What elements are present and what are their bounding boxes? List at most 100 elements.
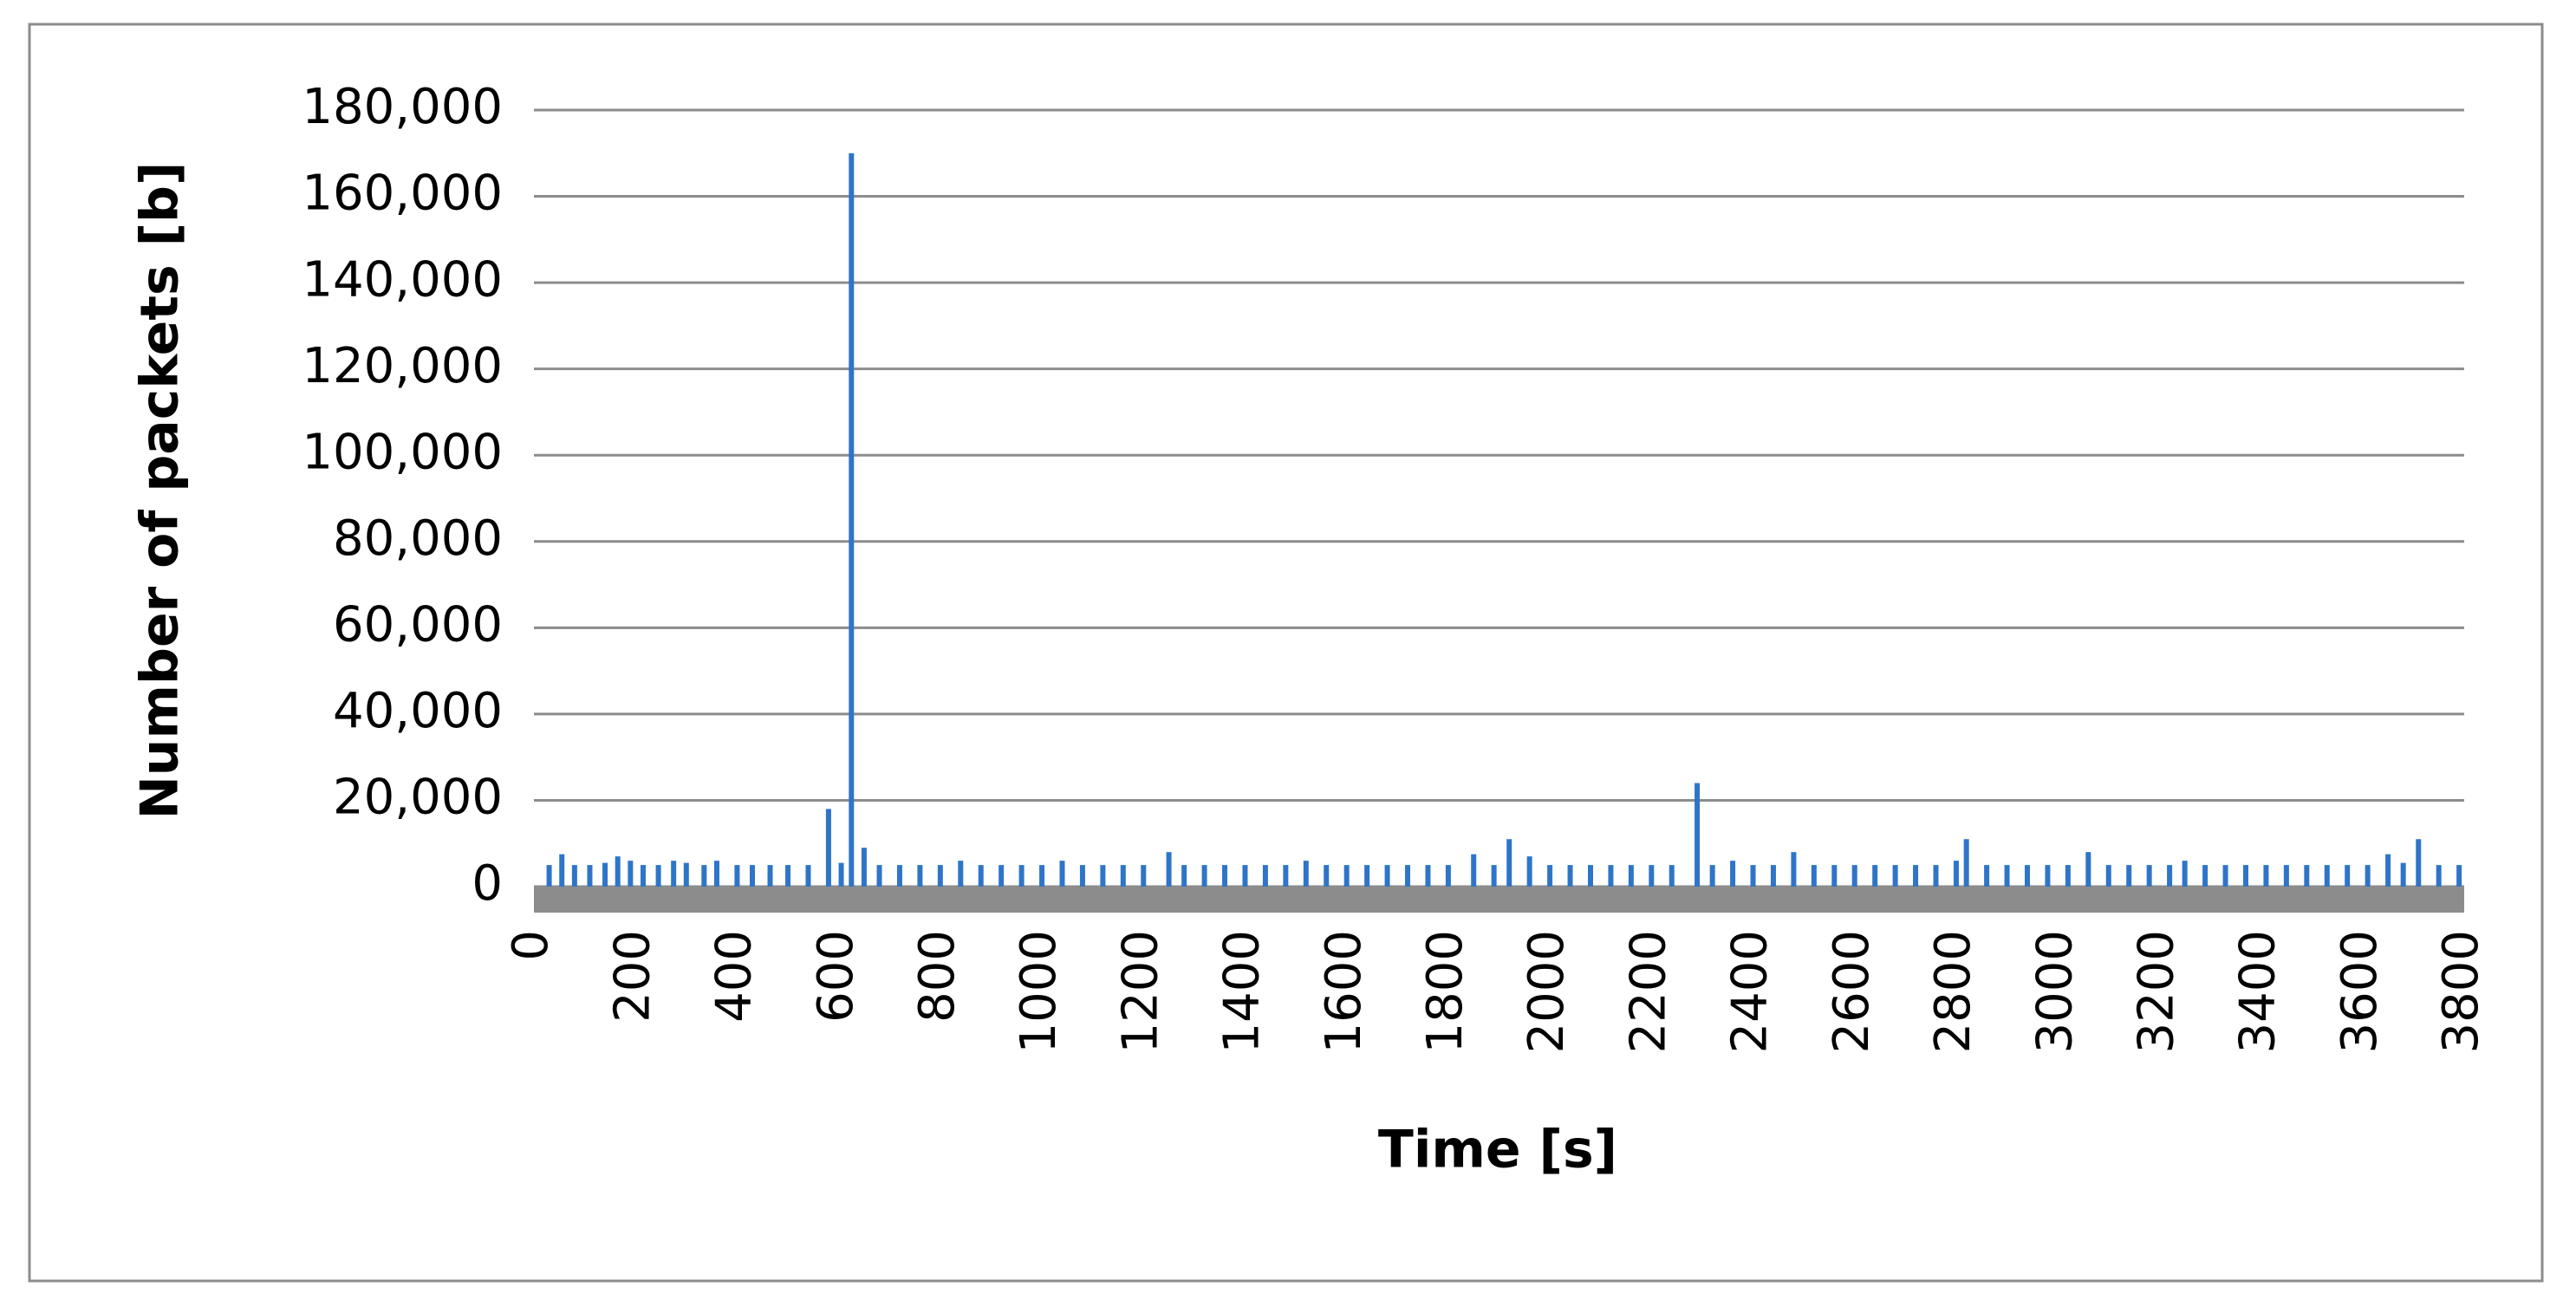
bar <box>1608 865 1614 887</box>
x-tick-label: 1400 <box>1214 930 1271 1054</box>
bar <box>602 862 608 887</box>
bar <box>2283 865 2289 887</box>
x-tick-label: 1200 <box>1112 930 1168 1054</box>
bar <box>1262 865 1268 887</box>
y-axis-title: Number of packets [b] <box>130 162 191 820</box>
x-tick-label: 2200 <box>1620 930 1676 1054</box>
bar <box>2345 865 2351 887</box>
bar <box>641 865 647 887</box>
bar <box>767 865 773 887</box>
bar <box>1425 865 1431 887</box>
y-tick-label: 80,000 <box>333 510 503 567</box>
bar <box>2167 865 2173 887</box>
bar <box>628 861 634 887</box>
bar <box>1750 865 1756 887</box>
bar <box>2365 865 2371 887</box>
bar <box>1343 865 1350 887</box>
bar <box>876 865 882 887</box>
bar <box>825 809 831 887</box>
bar <box>978 865 984 887</box>
bar <box>1851 865 1857 887</box>
bar <box>1242 865 1248 887</box>
bar <box>683 862 689 887</box>
bar <box>2456 865 2462 887</box>
bar <box>1506 839 1512 887</box>
bar <box>587 865 593 887</box>
x-tick-label: 0 <box>503 930 559 961</box>
bar <box>1324 865 1330 887</box>
bar <box>1491 865 1497 887</box>
x-tick-label: 600 <box>808 930 864 1023</box>
bar <box>2024 865 2030 887</box>
bar <box>1384 865 1390 887</box>
bar <box>1770 865 1776 887</box>
bar <box>2126 865 2132 887</box>
bar <box>2400 862 2406 887</box>
bar <box>2045 865 2051 887</box>
bar <box>1913 865 1919 887</box>
bar <box>1587 865 1593 887</box>
bar <box>1695 783 1701 887</box>
bar <box>1303 861 1309 887</box>
bar <box>999 865 1005 887</box>
bar <box>1471 854 1477 887</box>
bar <box>1201 865 1207 887</box>
bar <box>1445 865 1451 887</box>
bar <box>1100 865 1106 887</box>
bar <box>571 865 577 887</box>
x-axis-title: Time [s] <box>1378 1120 1617 1180</box>
y-tick-label: 20,000 <box>333 770 503 826</box>
bar <box>546 865 552 887</box>
x-tick-label: 3000 <box>2026 930 2083 1054</box>
bar <box>1547 865 1553 887</box>
bar <box>2065 865 2071 887</box>
y-tick-label: 100,000 <box>302 424 503 480</box>
x-tick-label: 2600 <box>1824 930 1880 1054</box>
bar <box>655 865 661 887</box>
bar <box>1283 865 1289 887</box>
bar <box>734 865 740 887</box>
bar <box>917 865 923 887</box>
x-tick-label: 400 <box>706 930 763 1023</box>
bar <box>1892 865 1898 887</box>
bar <box>838 862 844 887</box>
bar <box>849 153 855 887</box>
x-tick-label: 3600 <box>2332 930 2388 1054</box>
bar <box>958 861 964 887</box>
bar <box>1181 865 1187 887</box>
y-tick-label: 40,000 <box>333 683 503 739</box>
bar <box>1811 865 1817 887</box>
bar <box>1831 865 1838 887</box>
x-tick-label: 2800 <box>1925 930 1981 1054</box>
bar <box>1709 865 1715 887</box>
chart-frame <box>28 23 2544 1283</box>
bar <box>559 854 565 887</box>
x-tick-label: 3400 <box>2230 930 2287 1054</box>
bar <box>1984 865 1990 887</box>
x-tick-label: 2400 <box>1722 930 1779 1054</box>
bar <box>671 861 677 887</box>
bar <box>2263 865 2269 887</box>
bar <box>1872 865 1878 887</box>
bar <box>1933 865 1939 887</box>
bar <box>2004 865 2010 887</box>
bar <box>937 865 943 887</box>
bar <box>1039 865 1045 887</box>
bar <box>1791 852 1797 887</box>
bar <box>805 865 811 887</box>
bar <box>1953 861 1959 887</box>
x-tick-label: 1000 <box>1011 930 1067 1054</box>
bar <box>1963 839 1969 887</box>
bar <box>2324 865 2330 887</box>
bar <box>1730 861 1736 887</box>
x-axis-band <box>534 887 2464 913</box>
bar <box>2085 852 2091 887</box>
bar <box>861 848 867 887</box>
y-tick-label: 120,000 <box>302 338 503 394</box>
x-tick-label: 1800 <box>1417 930 1473 1054</box>
x-tick-label: 800 <box>909 930 966 1023</box>
bar <box>615 856 621 887</box>
bar <box>713 861 719 887</box>
bar <box>2416 839 2422 887</box>
